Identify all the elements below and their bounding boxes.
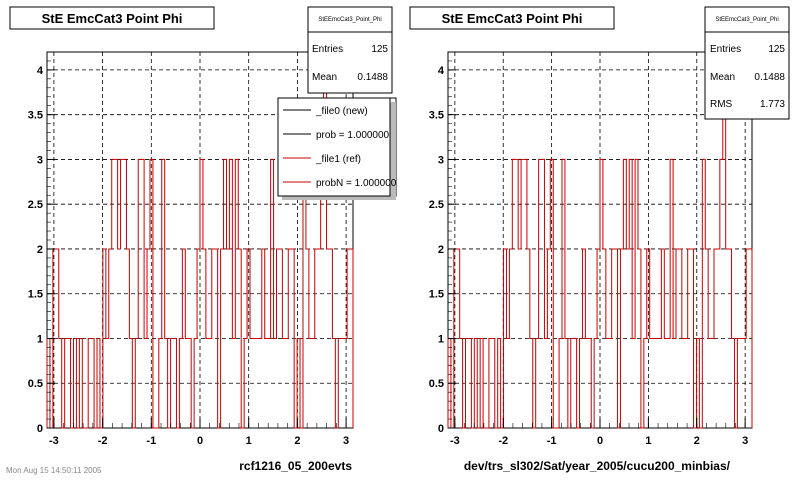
y-tick-label: 3 xyxy=(37,154,43,166)
y-tick-label: 3 xyxy=(438,154,444,166)
left-panel: 0 0.5 1 1.5 2 2.5 3 3.5 4 -3 -2 -1 0 1 2 3 StE EmcCat3… xyxy=(9,6,397,473)
right-mean-value: 0.1488 xyxy=(754,72,785,83)
legend-entry: _file1 (ref) xyxy=(315,154,361,165)
x-tick-label: 0 xyxy=(197,435,203,447)
right-rms-value: 1.773 xyxy=(760,99,785,110)
left-y-axis: 0 0.5 1 1.5 2 2.5 3 3.5 4 xyxy=(28,60,55,435)
legend-entry: prob = 1.000000 xyxy=(316,130,390,141)
x-tick-label: 1 xyxy=(246,435,252,447)
left-histogram xyxy=(46,69,354,429)
y-tick-label: 0.5 xyxy=(28,378,43,390)
y-tick-label: 3.5 xyxy=(429,110,444,122)
right-y-axis: 0 0.5 1 1.5 2 2.5 3 3.5 4 xyxy=(429,60,456,435)
left-title-box xyxy=(9,6,215,30)
right-x-axis: -3 -2 -1 0 1 2 3 xyxy=(450,418,748,447)
x-tick-label: 2 xyxy=(294,435,300,447)
y-tick-label: 2.5 xyxy=(28,199,43,211)
left-mean-label: Mean xyxy=(312,72,337,83)
y-tick-label: 0 xyxy=(37,423,43,435)
right-panel: 0 0.5 1 1.5 2 2.5 3 3.5 4 -3 -2 -1 0 1 2 3 StE EmcCat3… xyxy=(409,6,790,473)
x-tick-label: 3 xyxy=(742,435,748,447)
timestamp-footer: Mon Aug 15 14:50:11 2005 xyxy=(6,466,102,475)
right-stats-box xyxy=(704,6,790,120)
y-tick-label: 0.5 xyxy=(429,378,444,390)
left-stats-box xyxy=(307,6,393,94)
y-tick-label: 1.5 xyxy=(28,289,43,301)
y-tick-label: 1.5 xyxy=(429,289,444,301)
x-tick-label: -3 xyxy=(450,435,460,447)
x-tick-label: 0 xyxy=(597,435,603,447)
right-rms-label: RMS xyxy=(710,99,733,110)
y-tick-label: 0 xyxy=(438,423,444,435)
x-tick-label: 3 xyxy=(343,435,349,447)
right-title-box xyxy=(409,6,615,30)
left-entries-label: Entries xyxy=(312,44,343,55)
y-tick-label: 2.5 xyxy=(429,199,444,211)
x-tick-label: -1 xyxy=(146,435,156,447)
legend: _file0 (new) prob = 1.000000 _file1 (ref) p… xyxy=(277,97,397,200)
right-mean-label: Mean xyxy=(710,72,735,83)
y-tick-label: 4 xyxy=(37,65,44,77)
histogram-line xyxy=(46,69,354,429)
x-tick-label: -3 xyxy=(49,435,59,447)
left-entries-value: 125 xyxy=(371,44,388,55)
right-stats-name: StEEmcCat3_Point_Phi xyxy=(715,17,778,23)
left-x-axis-label: rcf1216_05_200evts xyxy=(239,459,352,473)
x-tick-label: 1 xyxy=(645,435,651,447)
legend-entry: _file0 (new) xyxy=(315,106,368,117)
y-tick-label: 1 xyxy=(37,333,43,345)
x-tick-label: -2 xyxy=(98,435,108,447)
y-tick-label: 1 xyxy=(438,333,444,345)
left-mean-value: 0.1488 xyxy=(357,72,388,83)
left-stats-name: StEEmcCat3_Point_Phi xyxy=(318,17,381,23)
left-x-axis: -3 -2 -1 0 1 2 3 xyxy=(49,418,349,447)
y-tick-label: 4 xyxy=(438,65,445,77)
right-entries-label: Entries xyxy=(710,44,741,55)
right-histogram xyxy=(447,69,753,429)
x-tick-label: -2 xyxy=(498,435,508,447)
right-title: StE EmcCat3 Point Phi xyxy=(442,11,583,26)
legend-entry: probN = 1.000000 xyxy=(316,178,397,189)
y-tick-label: 2 xyxy=(37,244,43,256)
x-tick-label: -1 xyxy=(547,435,557,447)
x-tick-label: 2 xyxy=(694,435,700,447)
right-x-axis-label: dev/trs_sl302/Sat/year_2005/cucu200_minb… xyxy=(464,459,731,473)
left-title: StE EmcCat3 Point Phi xyxy=(42,11,183,26)
histogram-line xyxy=(447,69,753,429)
right-entries-value: 125 xyxy=(768,44,785,55)
y-tick-label: 3.5 xyxy=(28,110,43,122)
y-tick-label: 2 xyxy=(438,244,444,256)
